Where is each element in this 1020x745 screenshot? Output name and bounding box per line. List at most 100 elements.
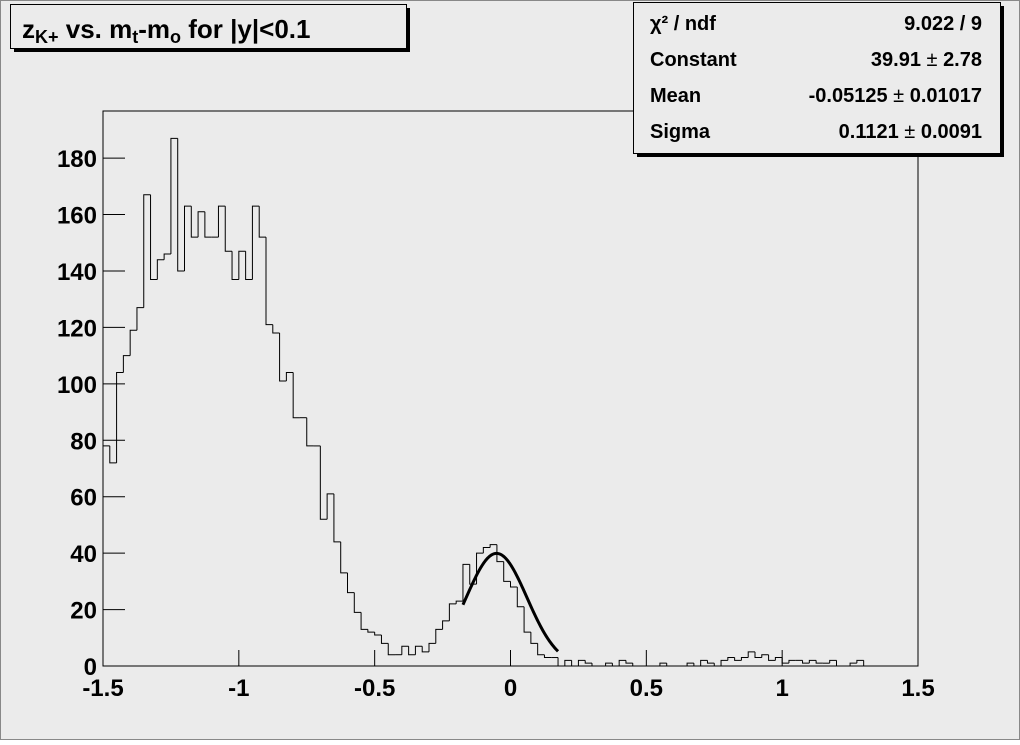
- histogram-bin: [781, 657, 789, 664]
- histogram-bin: [788, 659, 796, 664]
- histogram-bin: [693, 663, 701, 667]
- histogram-bin: [224, 206, 233, 252]
- stats-value: -0.05125 ± 0.01017: [809, 85, 982, 107]
- histogram-bin: [496, 544, 504, 563]
- histogram-bin: [156, 259, 165, 280]
- histogram-bin: [666, 663, 674, 667]
- histogram-bin: [374, 632, 382, 636]
- histogram-bin: [543, 654, 552, 659]
- histogram-bin: [292, 372, 300, 419]
- histogram-bin: [326, 493, 334, 520]
- histogram-bin: [754, 651, 762, 659]
- histogram-bin: [863, 660, 871, 667]
- histogram-bin: [319, 445, 328, 520]
- histogram-bin: [611, 663, 620, 667]
- histogram-bin: [584, 660, 592, 664]
- histogram-bin: [414, 645, 423, 655]
- histogram-bin: [659, 662, 667, 666]
- histogram-bin: [285, 372, 294, 382]
- histogram-bin: [347, 572, 355, 594]
- histogram-bin: [557, 657, 565, 667]
- histogram-bin: [109, 445, 117, 464]
- histogram-bin: [618, 659, 626, 666]
- title-part: o: [170, 27, 181, 47]
- histogram-bin: [829, 659, 837, 664]
- y-tick-label: 140: [57, 259, 97, 286]
- histogram-bin: [367, 629, 375, 633]
- histogram-bin: [197, 211, 205, 238]
- histogram-bin: [734, 657, 742, 661]
- histogram-bin: [625, 660, 633, 664]
- histogram-bin: [564, 659, 572, 666]
- stats-label: Mean: [650, 85, 701, 107]
- stats-number: 39.91: [871, 49, 921, 71]
- chart-title: zK+ vs. mt-mo for |y|<0.1: [22, 14, 310, 47]
- stats-value: 39.91 ± 2.78: [871, 49, 982, 71]
- histogram-bin: [469, 564, 477, 585]
- stats-plusminus: ±: [899, 121, 921, 143]
- histogram-bin: [150, 194, 158, 280]
- histogram-bin: [265, 237, 273, 326]
- x-tick-label: -1: [228, 675, 249, 702]
- histogram-bin: [720, 659, 728, 666]
- x-tick-label: 1: [775, 675, 788, 702]
- histogram-bin: [231, 251, 239, 280]
- histogram-bin: [408, 646, 416, 656]
- stats-label: Sigma: [650, 121, 711, 143]
- stats-error: 0.0091: [921, 121, 982, 143]
- y-tick-label: 40: [70, 541, 97, 568]
- stats-separator: /: [954, 13, 971, 35]
- histogram-bin: [761, 654, 769, 658]
- histogram-bin: [482, 546, 491, 554]
- title-box: [10, 4, 407, 49]
- histogram-bin: [279, 333, 287, 382]
- histogram-bin: [170, 137, 178, 255]
- title-part: -m: [138, 14, 170, 44]
- histogram-bin: [727, 657, 735, 661]
- histogram-bin: [360, 612, 368, 630]
- stats-box: [633, 2, 1001, 154]
- histogram-bin: [577, 659, 586, 666]
- stats-error: 2.78: [943, 49, 982, 71]
- histogram-bin: [204, 211, 212, 238]
- histogram-bin: [448, 603, 457, 621]
- histogram-bin: [353, 592, 362, 613]
- stats-label: Constant: [650, 49, 737, 71]
- y-tick-label: 0: [84, 654, 97, 681]
- histogram-bin: [428, 642, 436, 652]
- histogram-bin: [632, 663, 640, 667]
- x-tick-label: -0.5: [354, 675, 395, 702]
- histogram-bin: [177, 138, 185, 272]
- x-tick-label: 1.5: [901, 675, 934, 702]
- histogram-bin: [768, 654, 776, 661]
- y-tick-label: 20: [70, 598, 97, 625]
- stats-ndf: 9: [971, 13, 982, 35]
- histogram-bin: [537, 643, 545, 656]
- histogram-bin: [462, 563, 470, 602]
- histogram-bin: [700, 659, 708, 666]
- histogram-bin: [489, 544, 497, 548]
- y-tick-label: 100: [57, 372, 97, 399]
- histogram-bin: [184, 205, 192, 271]
- histogram-bin: [523, 606, 531, 633]
- histogram-bin: [245, 251, 253, 280]
- stats-number: -0.05125: [809, 85, 888, 107]
- stats-plusminus: ±: [921, 49, 943, 71]
- histogram-bin: [516, 586, 525, 608]
- stats-value: 9.022 / 9: [904, 13, 982, 35]
- frame: [102, 110, 919, 667]
- histogram-bin: [333, 493, 341, 543]
- title-part: vs. m: [59, 14, 133, 44]
- histogram-bin: [856, 659, 864, 664]
- histogram-bin: [217, 205, 226, 238]
- histogram-bin: [774, 657, 783, 661]
- stats-label: χ² / ndf: [650, 13, 716, 35]
- x-tick-label: 0.5: [630, 675, 663, 702]
- stats-number: 9.022: [904, 13, 954, 35]
- histogram-bin: [136, 307, 144, 331]
- stats-plusminus: ±: [888, 85, 910, 107]
- x-tick-label: -1.5: [82, 675, 123, 702]
- y-tick-label: 160: [57, 203, 97, 230]
